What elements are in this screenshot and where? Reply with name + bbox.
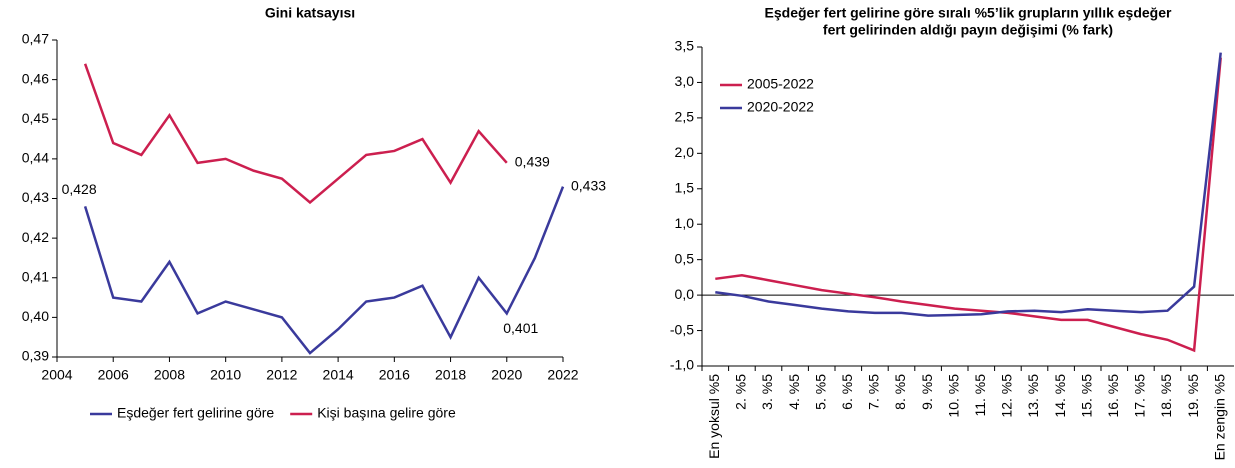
chart-title: Eşdeğer fert gelirine göre sıralı %5’lik… [765,5,1172,21]
y-tick-label: 0,39 [22,348,49,364]
y-tick-label: 0,5 [675,250,695,266]
data-label: 0,439 [515,154,550,170]
y-tick-label: 0,43 [22,189,49,205]
y-tick-label: 1,5 [675,179,695,195]
line [715,57,1222,353]
x-tick-label: 2022 [547,367,578,383]
chart-title: Gini katsayısı [265,5,355,21]
x-tick-label: 3. %5 [759,374,775,410]
x-tick-label: 2012 [266,367,297,383]
y-tick-label: 0,0 [675,286,695,302]
y-tick-label: 0,46 [22,70,49,86]
chart-title: fert gelirinden aldığı payın değişimi (%… [823,22,1113,38]
x-tick-label: 2020 [491,367,522,383]
y-tick-label: -0,5 [670,321,694,337]
x-tick-label: 7. %5 [866,374,882,410]
x-tick-label: 2016 [379,367,410,383]
x-tick-label: 9. %5 [919,374,935,410]
legend-label: Eşdeğer fert gelirine göre [117,405,274,421]
x-tick-label: En yoksul %5 [706,374,722,459]
x-tick-label: 17. %5 [1132,374,1148,418]
legend-label: 2005-2022 [747,76,814,92]
y-tick-label: 0,42 [22,229,49,245]
x-tick-label: 6. %5 [839,374,855,410]
legend-label: 2020-2022 [747,99,814,115]
y-tick-label: 0,44 [22,150,49,166]
y-tick-label: 2,5 [675,109,695,125]
line [715,52,1222,317]
x-tick-label: 5. %5 [812,374,828,410]
legend-label: Kişi başına gelire göre [317,405,456,421]
x-tick-label: 2006 [98,367,129,383]
data-label: 0,401 [503,320,538,336]
y-tick-label: -1,0 [670,357,694,373]
line [83,186,565,355]
data-label: 0,433 [571,177,606,193]
y-tick-label: 0,45 [22,110,49,126]
x-tick-label: 18. %5 [1158,374,1174,418]
x-tick-label: 15. %5 [1078,374,1094,418]
y-tick-label: 1,0 [675,215,695,231]
x-tick-label: 2014 [323,367,354,383]
x-tick-label: 2018 [435,367,466,383]
x-tick-label: 16. %5 [1105,374,1121,418]
y-tick-label: 0,40 [22,308,49,324]
y-tick-label: 0,41 [22,268,49,284]
y-tick-label: 3,5 [675,38,695,54]
x-tick-label: 10. %5 [945,374,961,418]
x-tick-label: 14. %5 [1052,374,1068,418]
y-tick-label: 0,47 [22,31,49,47]
x-tick-label: 8. %5 [892,374,908,410]
x-tick-label: 19. %5 [1185,374,1201,418]
y-tick-label: 2,0 [675,144,695,160]
x-tick-label: En zengin %5 [1211,374,1227,461]
x-tick-label: 13. %5 [1025,374,1041,418]
x-tick-label: 11. %5 [972,374,988,417]
x-tick-label: 2008 [154,367,185,383]
x-tick-label: 2010 [210,367,241,383]
x-tick-label: 2004 [41,367,72,383]
data-label: 0,428 [62,181,97,197]
x-tick-label: 12. %5 [999,374,1015,418]
line [83,63,508,205]
y-tick-label: 3,0 [675,73,695,89]
x-tick-label: 4. %5 [786,374,802,410]
x-tick-label: 2. %5 [733,374,749,410]
